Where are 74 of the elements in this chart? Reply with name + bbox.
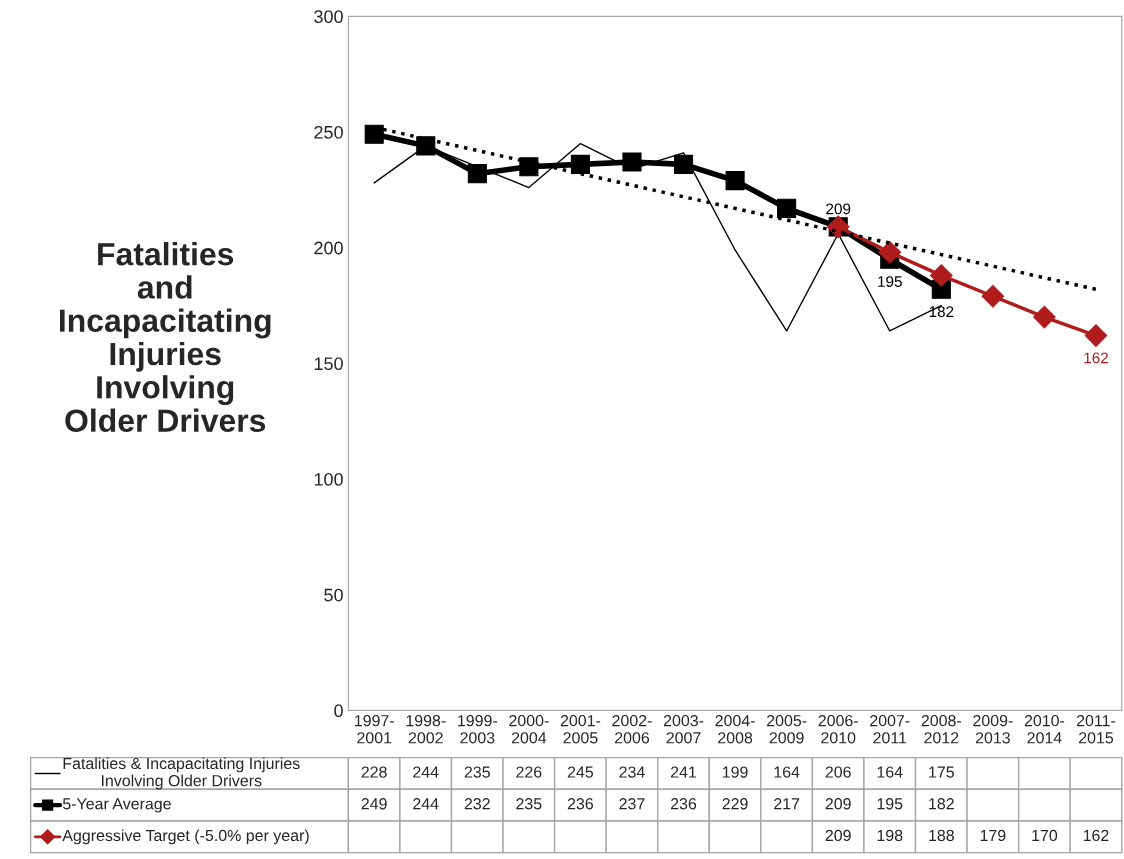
- data-label: 244: [413, 798, 439, 810]
- x-tick-label: 2001-2005: [560, 714, 601, 744]
- data-label: 175: [929, 766, 954, 778]
- y-tick-label: 300: [314, 10, 343, 24]
- point: [929, 264, 953, 287]
- annotation: 209: [826, 203, 851, 215]
- y-tick-label: 200: [314, 241, 343, 255]
- data-label: 209: [825, 798, 851, 810]
- data-label: 182: [929, 798, 954, 810]
- x-tick-label: 2000-2004: [509, 714, 549, 744]
- x-tick-label: 1997-2001: [355, 714, 394, 744]
- data-label: 236: [567, 798, 593, 810]
- annotation: 162: [1084, 352, 1108, 364]
- data-label: 170: [1032, 829, 1058, 842]
- x-tick-label: 2010-2014: [1024, 714, 1065, 744]
- y-tick-label: 100: [314, 472, 343, 486]
- x-tick-label: 2011-2015: [1076, 714, 1116, 744]
- annotation: 182: [929, 306, 954, 318]
- data-label: 235: [516, 798, 542, 810]
- x-tick-label: 2009-2013: [973, 714, 1013, 744]
- y-tick-label: 0: [334, 704, 343, 718]
- y-tick-label: 250: [314, 125, 343, 139]
- data-label: 199: [722, 766, 748, 778]
- data-label: 241: [670, 766, 697, 778]
- point: [1033, 305, 1056, 329]
- point: [364, 124, 384, 144]
- data-label: 217: [774, 798, 800, 810]
- data-label: 228: [361, 766, 387, 778]
- x-tick-label: 2004-2008: [715, 714, 755, 744]
- point: [1084, 324, 1108, 347]
- data-label: 232: [464, 798, 490, 810]
- data-label: 249: [361, 798, 387, 810]
- point: [725, 171, 745, 191]
- data-label: 188: [929, 829, 954, 842]
- point: [416, 136, 436, 156]
- x-tick-label: 2008-2012: [921, 714, 962, 744]
- data-label: 237: [619, 798, 645, 810]
- legend-label: 5-Year Average: [62, 798, 171, 813]
- x-tick-label: 2007-2011: [870, 714, 910, 744]
- data-label: 245: [567, 766, 594, 778]
- data-label: 236: [670, 798, 697, 810]
- legend-label: Aggressive Target (-5.0% per year): [62, 829, 309, 845]
- x-tick-label: 2006-2010: [818, 714, 858, 744]
- x-tick-label: 2003-2007: [663, 714, 704, 744]
- data-label: 226: [516, 766, 542, 778]
- data-label: 162: [1083, 829, 1109, 842]
- x-tick-label: 1998-2002: [406, 714, 446, 744]
- y-tick-label: 50: [324, 588, 343, 602]
- text: Fatalities and Incapacitating Injuries Involving Older Drivers: [59, 242, 271, 433]
- point: [622, 152, 642, 172]
- x-tick-label: 2005-2009: [767, 714, 807, 744]
- x-tick-label: 2002-2006: [612, 714, 652, 744]
- point: [981, 284, 1005, 308]
- x-tick-label: 1999-2003: [458, 714, 498, 744]
- data-label: 209: [825, 829, 851, 842]
- data-label: 164: [877, 766, 903, 778]
- point: [467, 164, 487, 184]
- point: [570, 154, 590, 174]
- point: [519, 157, 539, 177]
- y-tick-label: 150: [314, 357, 343, 371]
- point: [673, 154, 694, 174]
- data-label: 235: [464, 766, 490, 778]
- data-label: 244: [413, 766, 439, 778]
- data-label: 206: [825, 766, 851, 778]
- data-label: 179: [980, 829, 1006, 842]
- data-label: 195: [877, 798, 903, 810]
- data-label: 198: [877, 829, 903, 842]
- annotation: 195: [878, 276, 902, 287]
- data-label: 229: [722, 798, 748, 810]
- data-label: 164: [774, 766, 800, 778]
- point: [878, 240, 902, 264]
- data-label: 234: [619, 766, 645, 778]
- point: [777, 198, 797, 218]
- legend-label: Fatalities & Incapacitating Injuries Involving Older Drivers: [63, 757, 300, 790]
